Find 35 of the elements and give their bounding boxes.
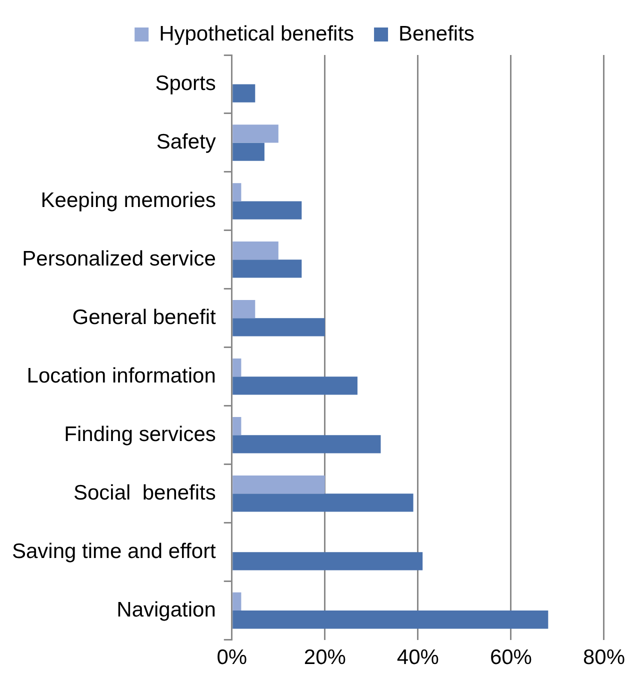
bar	[232, 260, 302, 278]
bar	[232, 475, 325, 494]
y-tick-label: Sports	[155, 72, 216, 96]
bar	[232, 494, 414, 512]
x-tick-label: 40%	[396, 646, 439, 670]
bar	[232, 435, 381, 454]
bar	[232, 142, 264, 161]
bar	[232, 376, 358, 395]
y-tick-label: Location information	[26, 364, 216, 388]
y-tick-label: Personalized service	[22, 247, 216, 270]
y-tick-label: Keeping memories	[40, 188, 216, 212]
bar	[232, 242, 278, 260]
y-tick-label: Navigation	[116, 598, 216, 622]
bar	[232, 358, 242, 377]
x-tick-label: 80%	[582, 646, 625, 670]
legend-label: Benefits	[398, 22, 474, 46]
bar	[232, 84, 256, 102]
bar	[232, 318, 325, 336]
y-tick-label: Finding services	[64, 422, 216, 446]
x-tick-label: 20%	[304, 646, 346, 670]
y-tick-label: General benefit	[72, 306, 216, 329]
x-tick-label: 0%	[216, 646, 248, 670]
bar	[232, 183, 242, 202]
bar	[232, 552, 423, 570]
legend-label: Hypothetical benefits	[159, 22, 354, 46]
bar	[232, 416, 242, 436]
bar	[232, 610, 548, 629]
y-tick-label: Saving time and effort	[12, 540, 216, 563]
x-tick-label: 60%	[490, 646, 532, 670]
bar	[232, 300, 256, 318]
y-tick-label: Social benefits	[73, 481, 216, 504]
bar	[232, 201, 302, 220]
bar	[232, 124, 278, 143]
y-tick-label: Safety	[156, 130, 216, 154]
bar	[232, 592, 242, 611]
